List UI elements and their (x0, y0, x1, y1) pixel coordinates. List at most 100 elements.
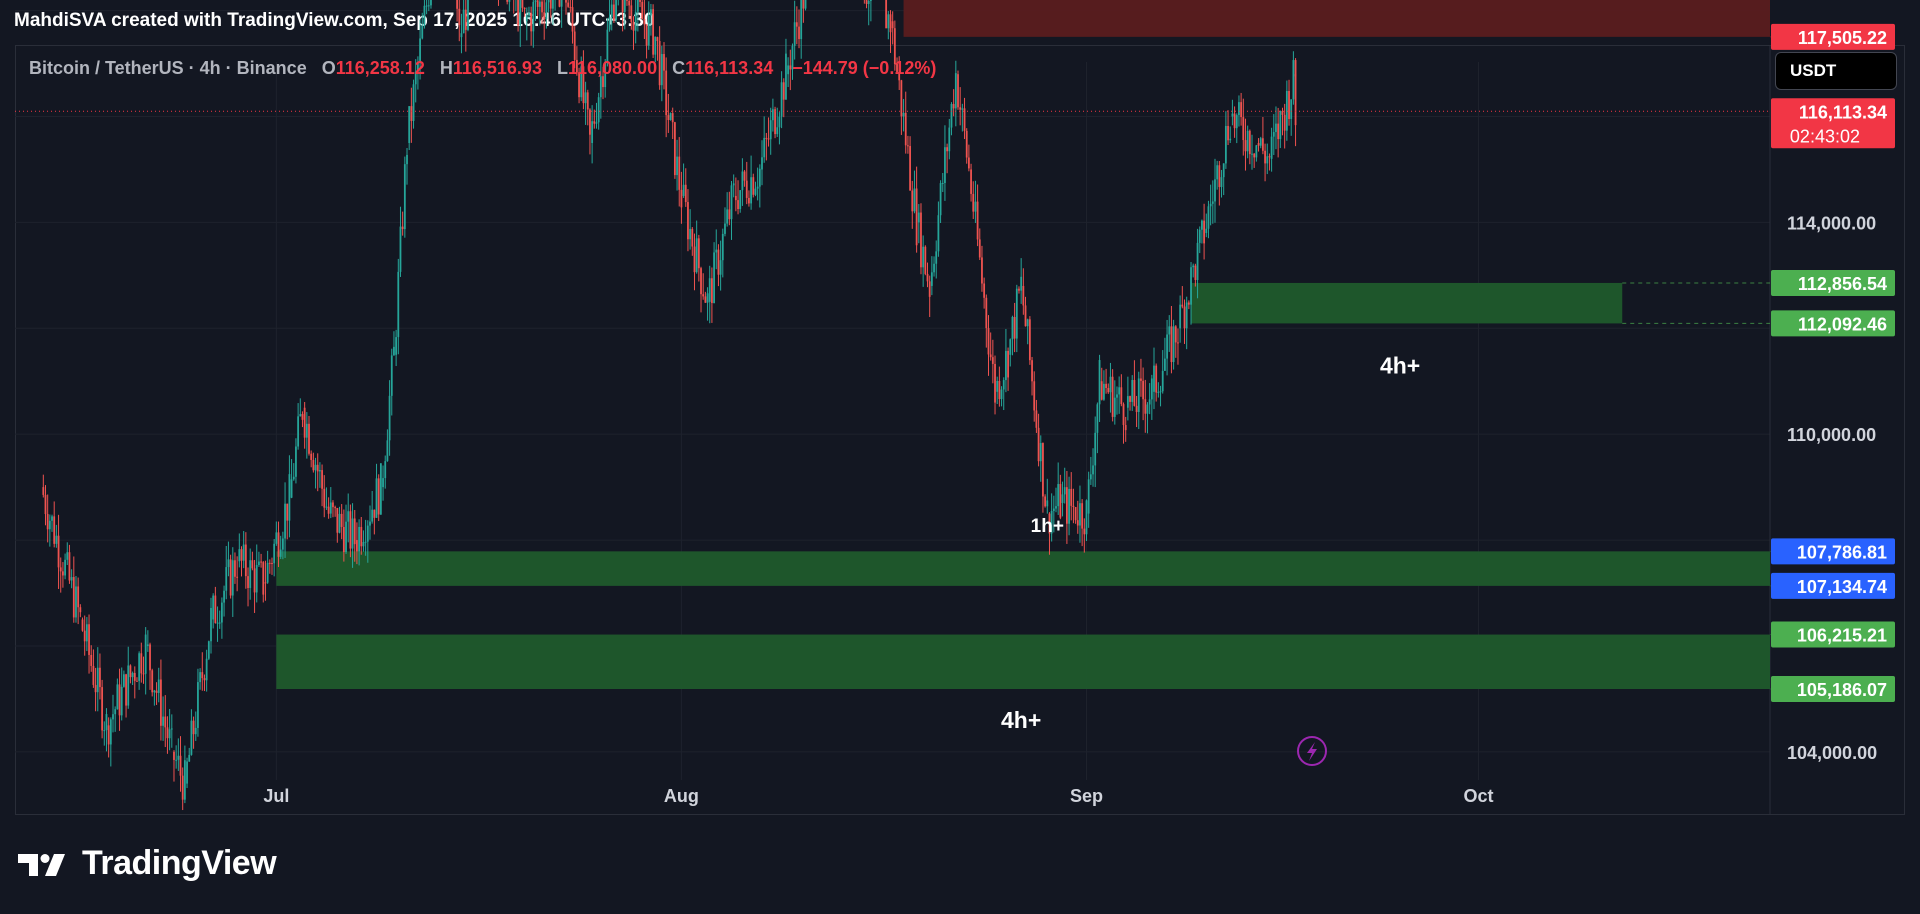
candle-body (255, 565, 258, 593)
candle-body (462, 9, 465, 34)
candle (1229, 126, 1232, 143)
candle-body (1087, 479, 1090, 514)
y-axis-tick-label: 104,000.00 (1787, 743, 1877, 763)
candle-body (597, 97, 600, 123)
candle-body (800, 0, 803, 40)
candle-body (944, 147, 946, 184)
candle-body (902, 112, 905, 117)
candle-body (765, 137, 768, 139)
candle-body (242, 544, 245, 561)
candle-body (1159, 391, 1162, 393)
candle-body (1179, 304, 1182, 329)
candle-body (1288, 91, 1290, 119)
candle (1131, 375, 1134, 411)
candle (338, 506, 341, 534)
candle (1122, 402, 1125, 444)
candle (109, 717, 112, 767)
candle-body (223, 590, 225, 603)
candle (1042, 442, 1044, 513)
candle-body (101, 687, 104, 731)
candle-body (1113, 397, 1116, 417)
candle-body (1122, 404, 1125, 426)
candle-body (628, 0, 631, 6)
candle-body (325, 506, 328, 508)
candle-body (528, 13, 530, 16)
candle-body (689, 228, 692, 240)
candle (281, 531, 284, 560)
candle-body (140, 653, 143, 674)
candle-body (253, 568, 256, 593)
candle-body (573, 31, 576, 60)
candle (460, 13, 463, 54)
candle-body (183, 760, 186, 800)
y-axis-tick-label: 110,000.00 (1787, 425, 1876, 445)
change-value: −144.79 (−0.12%) (792, 58, 937, 78)
candle-body (458, 8, 461, 26)
candle-body (615, 0, 617, 20)
candle-body (416, 62, 419, 72)
candle-body (776, 127, 779, 135)
candle (728, 191, 731, 226)
lightning-icon-circle (1297, 736, 1327, 766)
candle (678, 137, 681, 207)
candle-body (1000, 389, 1003, 400)
candle-body (1137, 378, 1140, 412)
candle-body (412, 84, 415, 121)
candle-body (985, 297, 988, 329)
candle (414, 59, 417, 103)
candle (382, 465, 384, 501)
candle (893, 20, 896, 71)
candle (462, 0, 465, 34)
candle-body (212, 595, 215, 620)
candle-body (425, 5, 428, 7)
candle (552, 0, 554, 25)
y-axis-tick-label: 114,000.00 (1787, 213, 1876, 233)
candle-body (114, 709, 117, 715)
candle-body (1124, 425, 1127, 431)
candle (684, 168, 687, 207)
candle (377, 474, 380, 522)
candle-body (345, 521, 347, 553)
candle-body (403, 164, 406, 230)
candle (1242, 98, 1245, 156)
candle (900, 79, 903, 135)
currency-button[interactable]: USDT (1775, 52, 1897, 90)
candle (654, 36, 657, 63)
candle-body (983, 283, 986, 298)
candle (1050, 493, 1053, 542)
candle-body (83, 630, 86, 642)
candle-body (284, 503, 286, 539)
candle-body (549, 0, 552, 9)
candle (273, 539, 276, 577)
candle (1009, 338, 1012, 367)
candle (133, 666, 136, 699)
candle-body (188, 754, 191, 762)
candle (64, 553, 66, 580)
candle (1002, 377, 1005, 411)
candle (957, 70, 959, 110)
candle (458, 0, 461, 42)
candle-body (946, 147, 949, 152)
candle-body (534, 0, 537, 2)
candle (743, 169, 746, 187)
close-label: C (672, 58, 686, 78)
candle (1222, 163, 1225, 196)
candle-body (1224, 125, 1227, 164)
candle-body (560, 0, 563, 7)
candle-body (887, 14, 890, 29)
candle (299, 398, 302, 417)
candle (430, 0, 432, 9)
candle (292, 463, 295, 481)
candle (994, 355, 996, 415)
candle (523, 7, 526, 17)
tradingview-logo[interactable]: TradingView (18, 844, 277, 883)
candle (1181, 286, 1184, 309)
candle-body (1076, 520, 1079, 526)
candle (170, 714, 173, 748)
candle (336, 507, 339, 543)
candle (615, 0, 617, 23)
candle-body (626, 0, 628, 1)
zone-bottom-price-label: 107,134.74 (1771, 572, 1895, 599)
candle-body (1283, 114, 1286, 131)
